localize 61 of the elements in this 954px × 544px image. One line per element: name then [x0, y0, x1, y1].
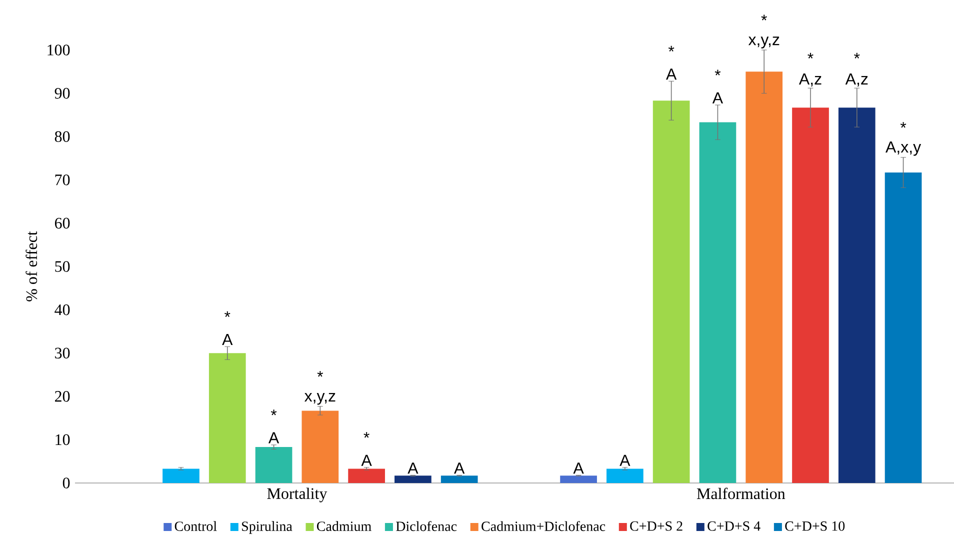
bar — [652, 100, 690, 484]
data-label: A — [573, 462, 584, 474]
bar — [348, 468, 385, 484]
legend-label: Diclofenac — [396, 521, 457, 532]
y-tick-label: 40 — [54, 304, 70, 316]
y-tick-label: 80 — [54, 131, 70, 142]
annotation: * — [714, 70, 721, 76]
bar — [606, 468, 644, 484]
bar — [746, 72, 783, 484]
data-label: A — [268, 432, 280, 444]
legend-label: Cadmium+Diclofenac — [482, 521, 606, 532]
x-tick-label: Mortality — [267, 488, 328, 502]
legend-label: C+D+S 10 — [785, 521, 845, 531]
data-label: A — [620, 454, 630, 466]
bar — [440, 476, 478, 484]
bar — [208, 353, 246, 484]
y-tick-label: 30 — [55, 348, 70, 358]
y-tick-label: 60 — [54, 218, 70, 229]
legend-label: Cadmium — [316, 521, 372, 532]
data-label: x,y,z — [748, 36, 780, 48]
y-tick-label: 0 — [62, 478, 70, 488]
data-label: A — [666, 68, 677, 80]
data-label: A — [408, 462, 418, 474]
annotation: * — [224, 311, 230, 317]
bar — [838, 108, 876, 484]
text: * — [761, 14, 767, 20]
bar — [394, 476, 432, 484]
legend-label: Spirulina — [242, 521, 292, 534]
annotation: * — [364, 432, 370, 438]
data-label: A — [222, 334, 233, 346]
annotation: * — [668, 46, 674, 52]
legend-label: C+D+S 4 — [708, 521, 760, 531]
bar — [560, 476, 597, 484]
annotation: * — [317, 371, 324, 377]
annotation: * — [900, 122, 906, 128]
bar — [255, 447, 292, 484]
annotation: * — [808, 52, 814, 58]
y-axis-title: % of effect — [26, 231, 38, 302]
data-label: A,z — [798, 73, 822, 87]
bar — [162, 468, 200, 484]
y-tick-label: 90 — [54, 88, 70, 99]
annotation: * — [270, 410, 277, 416]
legend-label: C+D+S 2 — [630, 521, 682, 531]
y-tick-label: 100 — [48, 44, 70, 56]
data-label: A,x,y — [886, 141, 922, 156]
legend-label: Control — [174, 521, 217, 532]
y-tick-label: 50 — [55, 261, 70, 272]
y-tick-label: 20 — [55, 391, 70, 402]
bar — [302, 410, 339, 484]
bar — [792, 108, 829, 484]
y-tick-label: 70 — [55, 174, 70, 186]
x-tick-label: Malformation — [696, 488, 786, 500]
bar — [884, 172, 922, 484]
y-tick-label: 10 — [56, 434, 70, 446]
data-label: A — [712, 92, 724, 104]
data-label: A — [361, 454, 372, 466]
annotation: * — [854, 52, 860, 58]
data-label: x,y,z — [304, 392, 336, 405]
data-label: A — [454, 462, 465, 474]
bar — [699, 122, 736, 484]
data-label: A,z — [845, 73, 868, 87]
